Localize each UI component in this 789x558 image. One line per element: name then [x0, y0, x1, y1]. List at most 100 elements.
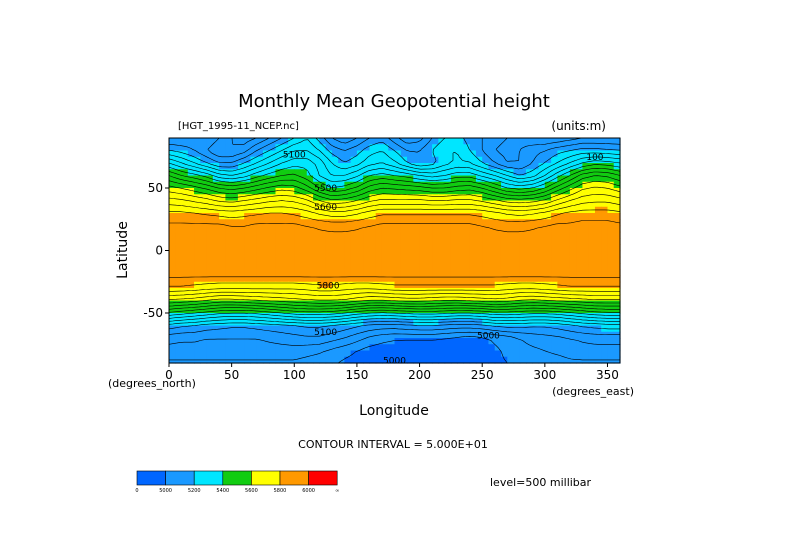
- field-cell: [212, 306, 220, 314]
- field-cell: [494, 250, 502, 258]
- field-cell: [407, 175, 414, 183]
- field-cell: [438, 244, 446, 252]
- field-cell: [319, 175, 327, 183]
- field-cell: [338, 281, 345, 289]
- field-cell: [269, 338, 277, 345]
- field-cell: [237, 275, 245, 283]
- field-cell: [181, 344, 189, 352]
- field-cell: [256, 144, 264, 152]
- field-cell: [331, 325, 339, 333]
- field-cell: [369, 275, 377, 283]
- field-cell: [563, 219, 571, 227]
- field-cell: [438, 288, 446, 295]
- field-cell: [194, 244, 201, 252]
- field-cell: [394, 225, 402, 233]
- field-cell: [407, 344, 414, 352]
- field-cell: [306, 175, 314, 183]
- field-cell: [212, 144, 220, 152]
- field-cell: [394, 150, 402, 158]
- field-cell: [281, 344, 289, 352]
- field-cell: [569, 156, 577, 164]
- field-cell: [438, 300, 446, 308]
- field-cell: [475, 188, 483, 195]
- field-cell: [256, 350, 264, 358]
- field-cell: [475, 175, 483, 183]
- field-cell: [438, 344, 446, 352]
- field-cell: [613, 306, 621, 314]
- field-cell: [169, 194, 176, 202]
- field-cell: [457, 356, 464, 364]
- field-cell: [463, 338, 471, 345]
- field-cell: [526, 275, 533, 283]
- field-cell: [538, 356, 546, 364]
- field-cell: [388, 306, 396, 314]
- field-cell: [519, 138, 527, 145]
- field-cell: [306, 338, 314, 345]
- field-cell: [381, 188, 389, 195]
- field-cell: [369, 350, 377, 358]
- field-cell: [338, 219, 345, 227]
- field-cell: [576, 188, 584, 195]
- field-cell: [519, 213, 527, 220]
- field-cell: [400, 256, 408, 264]
- field-cell: [557, 231, 565, 239]
- field-cell: [463, 300, 471, 308]
- field-cell: [457, 213, 464, 220]
- field-cell: [513, 331, 521, 339]
- field-cell: [538, 138, 546, 145]
- field-cell: [237, 188, 245, 195]
- field-cell: [244, 169, 252, 177]
- colorbar-swatch: [165, 470, 195, 486]
- field-cell: [419, 338, 427, 345]
- field-cell: [237, 150, 245, 158]
- field-cell: [237, 200, 245, 208]
- field-cell: [237, 281, 245, 289]
- field-cell: [594, 238, 602, 245]
- field-cell: [388, 256, 396, 264]
- field-cell: [331, 231, 339, 239]
- field-cell: [331, 169, 339, 177]
- field-cell: [538, 188, 546, 195]
- field-cell: [187, 213, 195, 220]
- field-cell: [338, 263, 345, 270]
- field-cell: [363, 156, 371, 164]
- field-cell: [594, 350, 602, 358]
- field-cell: [313, 156, 320, 164]
- field-cell: [513, 156, 521, 164]
- field-cell: [325, 138, 333, 145]
- field-cell: [425, 350, 433, 358]
- colorbar: 0 5000 5200 5400 5600 5800 6000 ∞: [135, 470, 339, 494]
- field-cell: [601, 144, 609, 152]
- field-cell: [206, 256, 214, 264]
- field-cell: [356, 288, 364, 295]
- field-cell: [350, 138, 358, 145]
- field-cell: [488, 300, 496, 308]
- field-cell: [181, 150, 189, 158]
- field-cell: [400, 188, 408, 195]
- field-cell: [419, 138, 427, 145]
- field-cell: [381, 219, 389, 227]
- field-cell: [381, 338, 389, 345]
- field-cell: [519, 331, 527, 339]
- field-cell: [350, 344, 358, 352]
- field-cell: [275, 219, 283, 227]
- field-cell: [187, 194, 195, 202]
- field-cell: [507, 238, 515, 245]
- field-cell: [300, 325, 308, 333]
- field-cell: [551, 300, 558, 308]
- field-cell: [607, 169, 615, 177]
- field-cell: [331, 331, 339, 339]
- contour-line: [168, 158, 621, 319]
- field-cell: [444, 256, 452, 264]
- field-cell: [526, 281, 533, 289]
- field-cell: [551, 338, 558, 345]
- field-cell: [300, 231, 308, 239]
- field-cell: [494, 275, 502, 283]
- field-cell: [375, 275, 383, 283]
- field-cell: [400, 194, 408, 202]
- field-cell: [219, 138, 226, 145]
- field-cell: [325, 188, 333, 195]
- field-cell: [212, 138, 220, 145]
- field-cell: [563, 138, 571, 145]
- field-cell: [313, 144, 320, 152]
